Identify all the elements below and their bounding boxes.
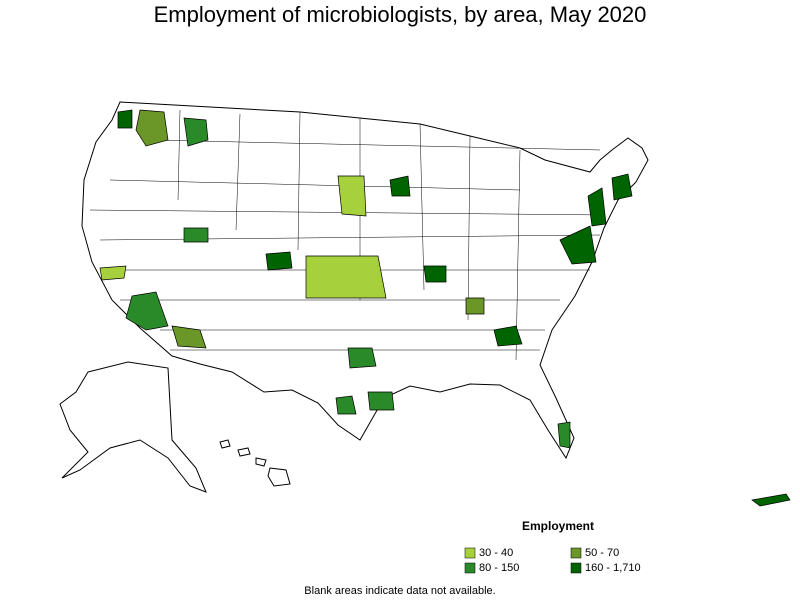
area-patch	[335, 395, 357, 415]
area-patch	[559, 225, 597, 265]
area-patch	[135, 109, 169, 147]
area-patch	[183, 117, 209, 147]
area-patch	[99, 265, 127, 281]
area-patch	[265, 251, 293, 271]
alaska	[59, 361, 207, 493]
area-patch	[347, 347, 377, 369]
area-patch	[367, 391, 395, 411]
area-patch	[587, 187, 607, 227]
legend-title: Employment	[522, 519, 594, 533]
area-patch	[305, 255, 387, 299]
hawaii	[219, 439, 291, 487]
legend-label: 30 - 40	[479, 547, 513, 559]
area-patch	[183, 227, 209, 243]
puerto-rico	[751, 493, 791, 507]
legend-swatch	[464, 562, 476, 574]
area-patch	[389, 175, 411, 197]
area-patch	[611, 173, 633, 201]
legend-label: 160 - 1,710	[585, 562, 641, 574]
legend-label: 50 - 70	[585, 547, 619, 559]
legend-swatch	[570, 562, 582, 574]
area-patch	[423, 265, 447, 283]
legend-swatch	[570, 547, 582, 559]
map-title: Employment of microbiologists, by area, …	[154, 2, 647, 27]
area-patch	[557, 421, 571, 449]
legend-swatch	[464, 547, 476, 559]
area-patch	[493, 325, 523, 347]
area-patch	[171, 325, 207, 349]
legend: Employment 30 - 40 50 - 70 80 - 150 160 - 1…	[464, 519, 641, 574]
legend-label: 80 - 150	[479, 562, 519, 574]
area-patch	[337, 175, 367, 217]
area-patch	[465, 297, 485, 315]
area-patch	[125, 291, 169, 331]
map	[59, 101, 791, 507]
footnote: Blank areas indicate data not available.	[304, 585, 495, 597]
area-patch	[117, 109, 133, 129]
